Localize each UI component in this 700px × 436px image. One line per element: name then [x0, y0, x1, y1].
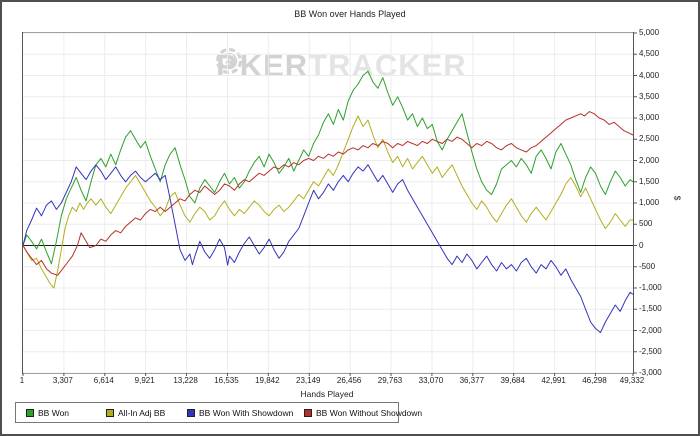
x-tick-label: 1	[19, 376, 25, 385]
legend-swatch-bb-won-with-showdown	[187, 409, 195, 417]
y-tick-label: 2,000	[639, 155, 660, 165]
x-tick-label: 13,228	[173, 376, 198, 385]
series-line-bb-won	[22, 70, 634, 265]
chart-canvas[interactable]	[22, 32, 637, 376]
legend-item-bb-won: BB Won	[26, 408, 69, 418]
legend-label: All-In Adj BB	[118, 408, 166, 418]
legend-swatch-all-in-adj-bb	[106, 409, 114, 417]
x-tick-label: 9,921	[134, 376, 155, 385]
x-tick-label: 36,377	[459, 376, 485, 385]
y-tick-label: 0	[639, 240, 644, 250]
legend-swatch-bb-won-without-showdown	[304, 409, 312, 417]
y-tick-label: -2,500	[639, 346, 662, 356]
y-tick-label: 1,000	[639, 198, 660, 207]
y-tick-label: -1,000	[639, 283, 662, 292]
y-tick-label: 2,500	[639, 134, 660, 144]
x-tick-label: 49,332	[619, 376, 645, 385]
y-tick-label: 4,500	[639, 49, 660, 59]
chart-title: BB Won over Hands Played	[294, 9, 406, 19]
y-tick-label: 3,000	[639, 113, 660, 122]
y-tick-label: 5,000	[639, 28, 660, 37]
legend-item-all-in-adj-bb: All-In Adj BB	[106, 408, 165, 418]
legend-item-bb-won-with-showdown: BB Won With Showdown	[187, 408, 293, 418]
x-tick-label: 42,991	[541, 376, 566, 385]
legend-label: BB Won With Showdown	[199, 408, 294, 418]
legend-item-bb-won-without-showdown: BB Won Without Showdown	[304, 408, 422, 418]
y-tick-label: 500	[639, 219, 653, 229]
x-tick-label: 19,842	[255, 376, 280, 385]
x-tick-label: 46,298	[582, 376, 607, 385]
x-tick-label: 39,684	[500, 376, 525, 385]
legend-label: BB Won	[38, 408, 70, 418]
plot-area[interactable]: P ♠ KERTRACKER	[22, 32, 637, 376]
legend-label: BB Won Without Showdown	[316, 408, 423, 418]
y-axis-title: $	[672, 195, 683, 201]
x-axis-title: Hands Played	[300, 389, 354, 399]
legend-swatch-bb-won	[26, 409, 34, 417]
x-tick-label: 26,456	[336, 376, 362, 385]
x-tick-label: 6,614	[93, 376, 114, 385]
y-tick-label: 4,000	[639, 70, 660, 80]
series-line-bb-won-without-showdown	[22, 111, 634, 276]
y-tick-label: 3,500	[639, 91, 660, 101]
y-tick-label: -3,000	[639, 368, 662, 377]
series-line-all-in-adj-bb	[22, 115, 633, 289]
x-tick-label: 33,070	[418, 376, 444, 385]
x-tick-label: 23,149	[296, 376, 321, 385]
x-tick-label: 29,763	[377, 376, 403, 385]
y-tick-label: -2,000	[639, 325, 662, 335]
y-tick-label: -500	[639, 261, 656, 271]
legend-box: BB Won All-In Adj BB BB Won With Showdow…	[15, 402, 422, 423]
series-line-bb-won-with-showdown	[22, 164, 634, 334]
x-tick-label: 3,307	[52, 376, 73, 385]
y-tick-label: -1,500	[639, 304, 662, 314]
x-tick-label: 16,535	[214, 376, 239, 385]
y-tick-label: 1,500	[639, 176, 660, 186]
